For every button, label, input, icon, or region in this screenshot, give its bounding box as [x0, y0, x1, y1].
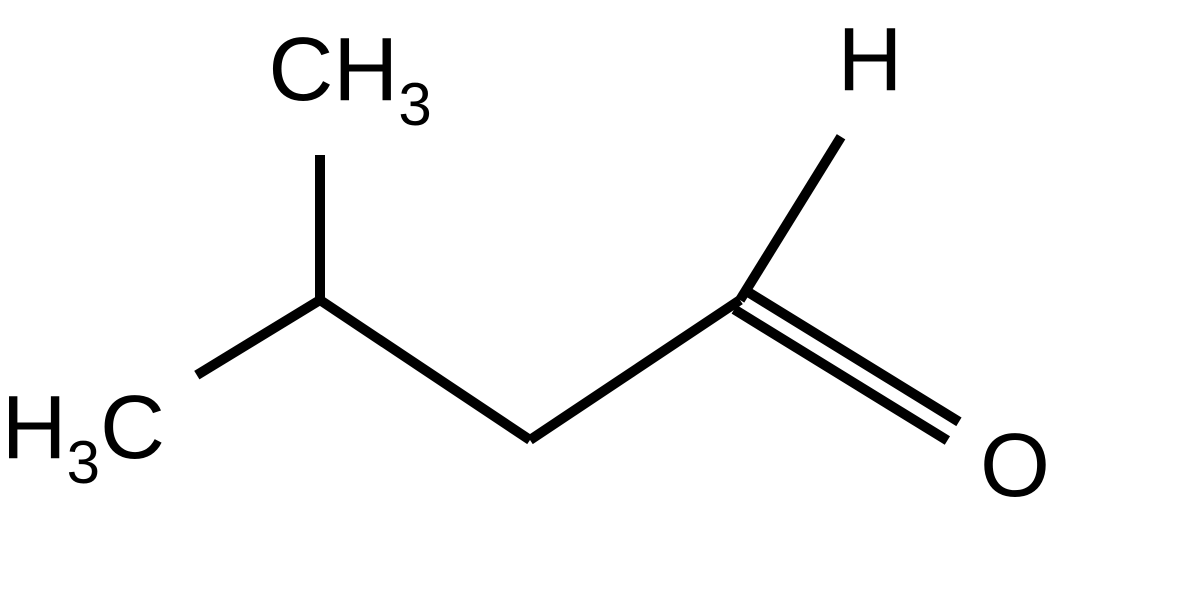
bond-single	[320, 300, 530, 440]
bond-single	[740, 137, 841, 300]
bond-double	[746, 291, 959, 422]
bond-single	[197, 300, 320, 375]
bond-single	[530, 300, 740, 440]
atom-label: H3C	[2, 378, 165, 496]
atom-label: O	[980, 416, 1050, 516]
bond-double	[734, 309, 947, 440]
atom-label: CH3	[268, 20, 431, 138]
molecule-diagram: H3C CH3 H O	[0, 0, 1200, 600]
atom-label: H	[838, 10, 903, 110]
